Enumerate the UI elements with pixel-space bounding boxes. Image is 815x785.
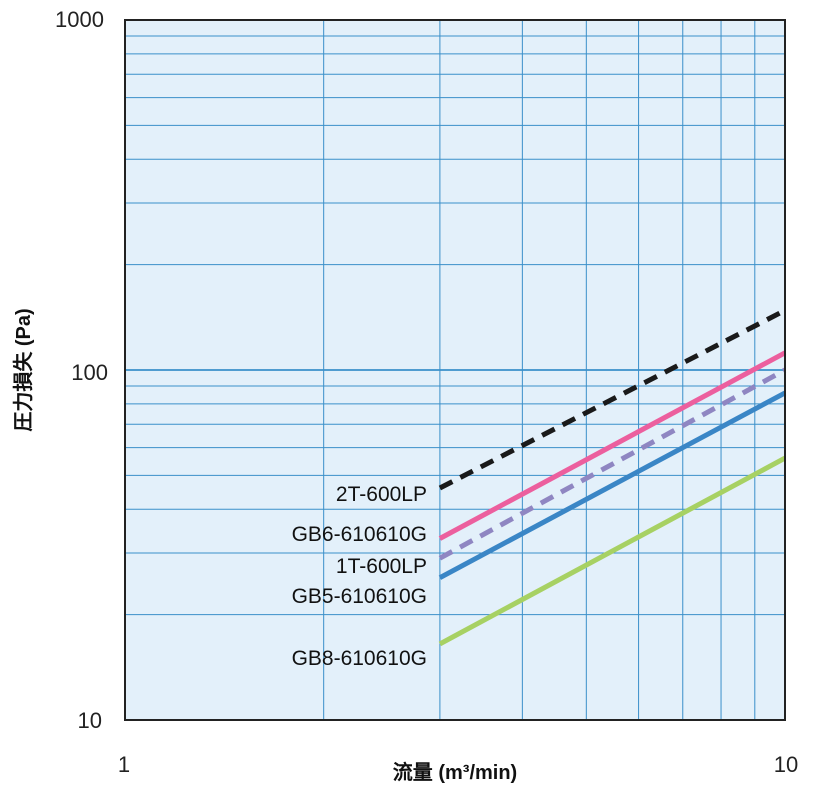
series-line-gb8-610610g — [438, 455, 787, 647]
series-line-gb5-610610g — [438, 390, 787, 580]
x-axis-title: 流量 (m³/min) — [393, 760, 517, 784]
plot-border — [124, 19, 786, 721]
x-tick-label-1: 1 — [118, 752, 130, 777]
series-label-1t-600lp: 1T-600LP — [336, 555, 427, 578]
series-label-gb6-610610g: GB6-610610G — [292, 523, 427, 546]
series-label-2t-600lp: 2T-600LP — [336, 483, 427, 506]
y-axis-title: 圧力損失 (Pa) — [11, 308, 35, 431]
series-line-1t-600lp — [438, 367, 787, 561]
grid — [125, 19, 785, 721]
y-tick-label-100: 100 — [71, 360, 108, 385]
series-line-gb6-610610g — [438, 350, 787, 541]
y-tick-label-1000: 1000 — [55, 7, 104, 32]
series-label-gb8-610610g: GB8-610610G — [292, 647, 427, 670]
y-tick-label-10: 10 — [78, 708, 102, 733]
series-layer — [438, 308, 787, 647]
x-tick-label-10: 10 — [774, 752, 798, 777]
series-line-2t-600lp — [438, 308, 787, 491]
series-label-gb5-610610g: GB5-610610G — [292, 585, 427, 608]
